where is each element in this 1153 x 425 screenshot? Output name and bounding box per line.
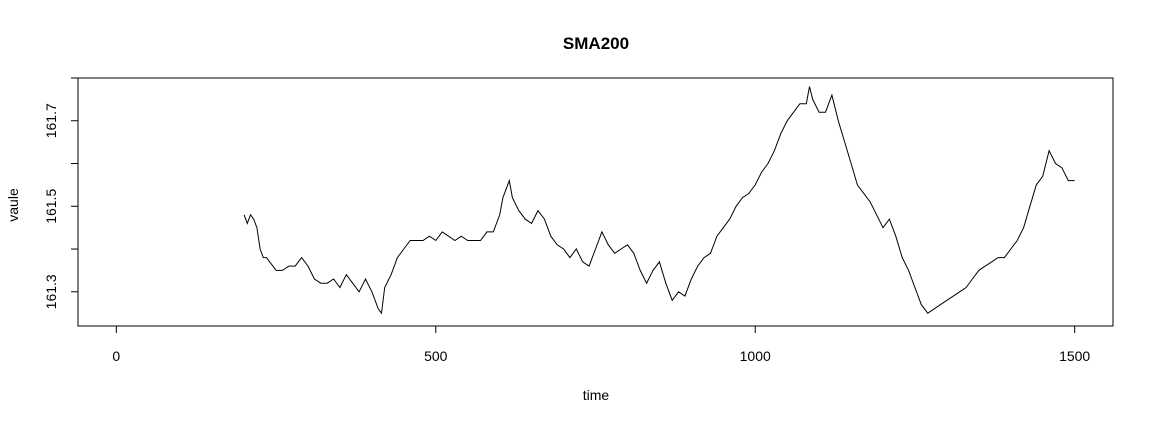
x-tick-label: 1000 [740, 348, 771, 364]
x-tick-label: 500 [424, 348, 448, 364]
y-axis: 161.3 161.5 161.7 [43, 77, 79, 309]
x-tick-label: 1500 [1059, 348, 1090, 364]
x-axis: 0 500 1000 1500 [112, 325, 1090, 364]
y-tick-label: 161.5 [43, 189, 59, 224]
y-tick-label: 161.3 [43, 274, 59, 309]
plot-frame [77, 77, 1114, 327]
x-tick-label: 0 [112, 348, 120, 364]
y-tick-label: 161.7 [43, 103, 59, 138]
chart-title: SMA200 [563, 34, 629, 53]
y-axis-label: vaule [5, 188, 21, 222]
series-line [243, 86, 1075, 315]
x-axis-label: time [583, 387, 610, 403]
